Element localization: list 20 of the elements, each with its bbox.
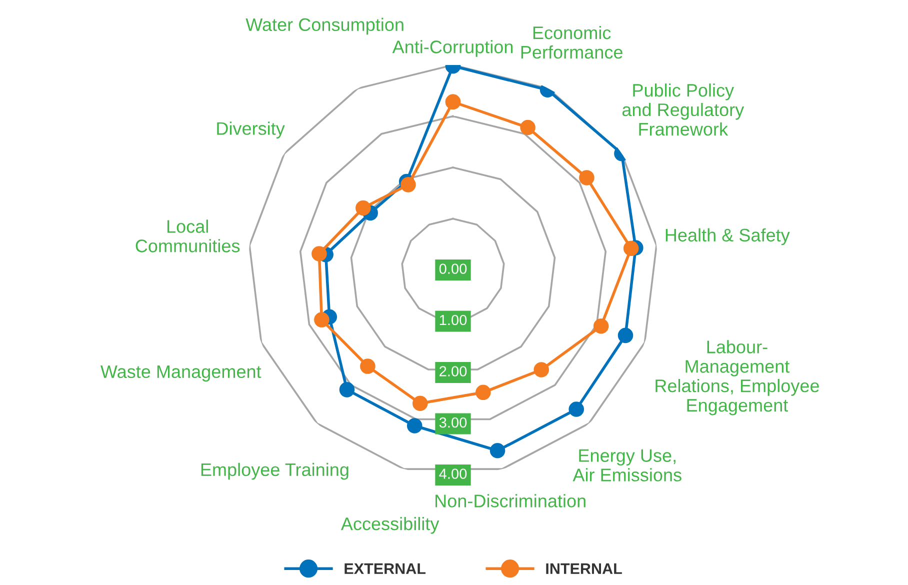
- y-tick-label: 2.00: [440, 366, 467, 376]
- spoke-label: Diversity: [217, 122, 285, 138]
- legend-label: INTERNAL: [546, 563, 622, 574]
- spoke-label: Public Policy and Regulatory Framework: [622, 83, 744, 136]
- legend-label: EXTERNAL: [344, 563, 426, 574]
- spoke-label: Waste Management: [100, 365, 262, 382]
- spoke-label: Local Communities: [136, 220, 240, 252]
- spoke-label: Energy Use, Air Emissions: [572, 449, 682, 482]
- y-tick-label: 3.00: [439, 417, 467, 428]
- spoke-label: Water Consumption: [246, 18, 404, 35]
- y-tick-label: 4.00: [439, 468, 467, 479]
- spoke-label: Labour- Management Relations, Employee Engagement: [656, 340, 819, 416]
- spoke-label: Employee Training: [201, 462, 348, 480]
- spoke-label: Anti-Corruption: [392, 40, 513, 57]
- spoke-label: Accessibility: [340, 516, 440, 534]
- spoke-label: Health & Safety: [666, 228, 790, 246]
- spoke-label: Non-Discrimination: [436, 494, 586, 508]
- y-tick-label: 1.00: [440, 314, 467, 326]
- y-tick-label: 0.00: [439, 264, 467, 274]
- spoke-label: Economic Performance: [521, 26, 622, 59]
